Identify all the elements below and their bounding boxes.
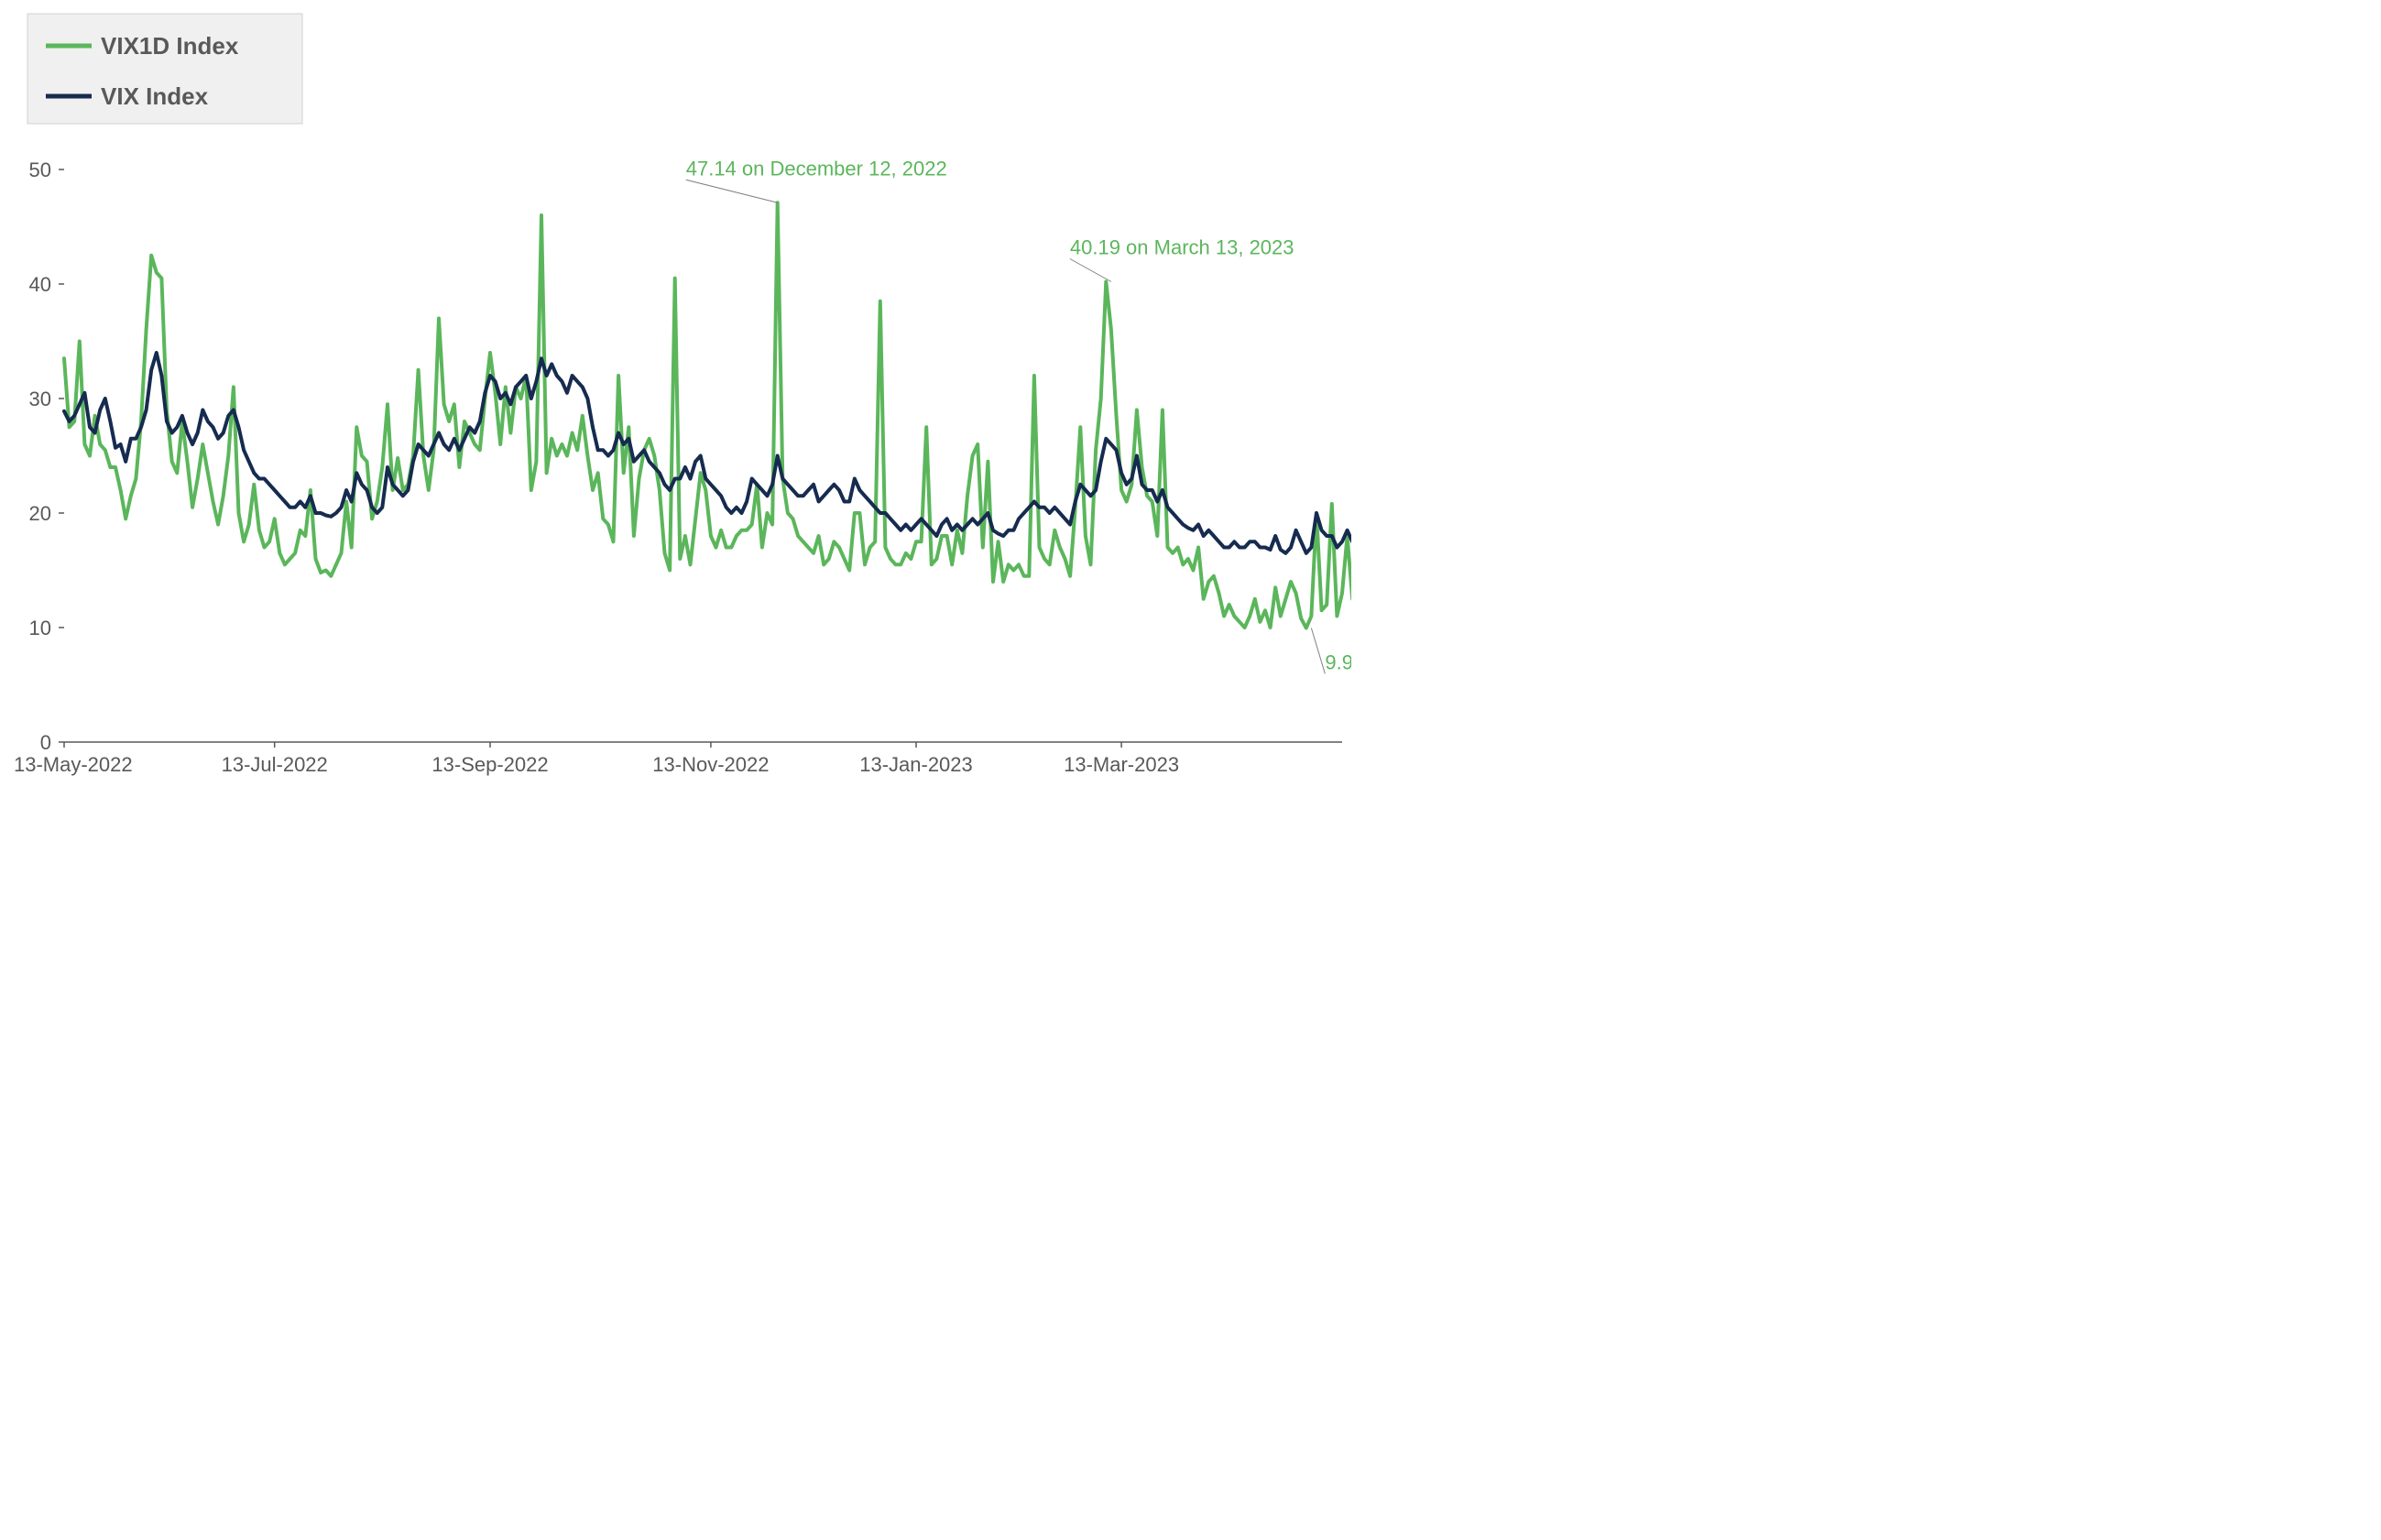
annotation-leader: [1070, 259, 1111, 282]
x-tick-label: 13-Nov-2022: [652, 753, 769, 776]
x-tick-label: 13-Jan-2023: [859, 753, 973, 776]
legend-label: VIX1D Index: [101, 32, 239, 60]
x-tick-label: 13-Jul-2022: [222, 753, 328, 776]
annotation-leader: [686, 180, 778, 202]
y-tick-label: 50: [29, 158, 51, 181]
annotation-label: 40.19 on March 13, 2023: [1070, 236, 1294, 259]
legend-label: VIX Index: [101, 82, 209, 110]
annotation-label: 9.96: [1325, 651, 1351, 674]
y-tick-label: 0: [40, 731, 51, 754]
y-tick-label: 40: [29, 273, 51, 296]
series-vix1d-index: [64, 202, 1351, 628]
y-tick-label: 10: [29, 617, 51, 639]
x-tick-label: 13-Sep-2022: [431, 753, 548, 776]
x-tick-label: 13-Mar-2023: [1064, 753, 1179, 776]
vix-line-chart: VIX1D Index VIX Index 0 10 20 30 40 50 13-May-20…: [0, 0, 1351, 874]
y-tick-label: 30: [29, 388, 51, 410]
y-tick-label: 20: [29, 502, 51, 525]
annotation-leader: [1311, 628, 1325, 674]
annotation-label: 47.14 on December 12, 2022: [686, 157, 947, 180]
x-tick-label: 13-May-2022: [14, 753, 133, 776]
chart-svg: VIX1D Index VIX Index 0 10 20 30 40 50 13-May-20…: [0, 0, 1351, 874]
